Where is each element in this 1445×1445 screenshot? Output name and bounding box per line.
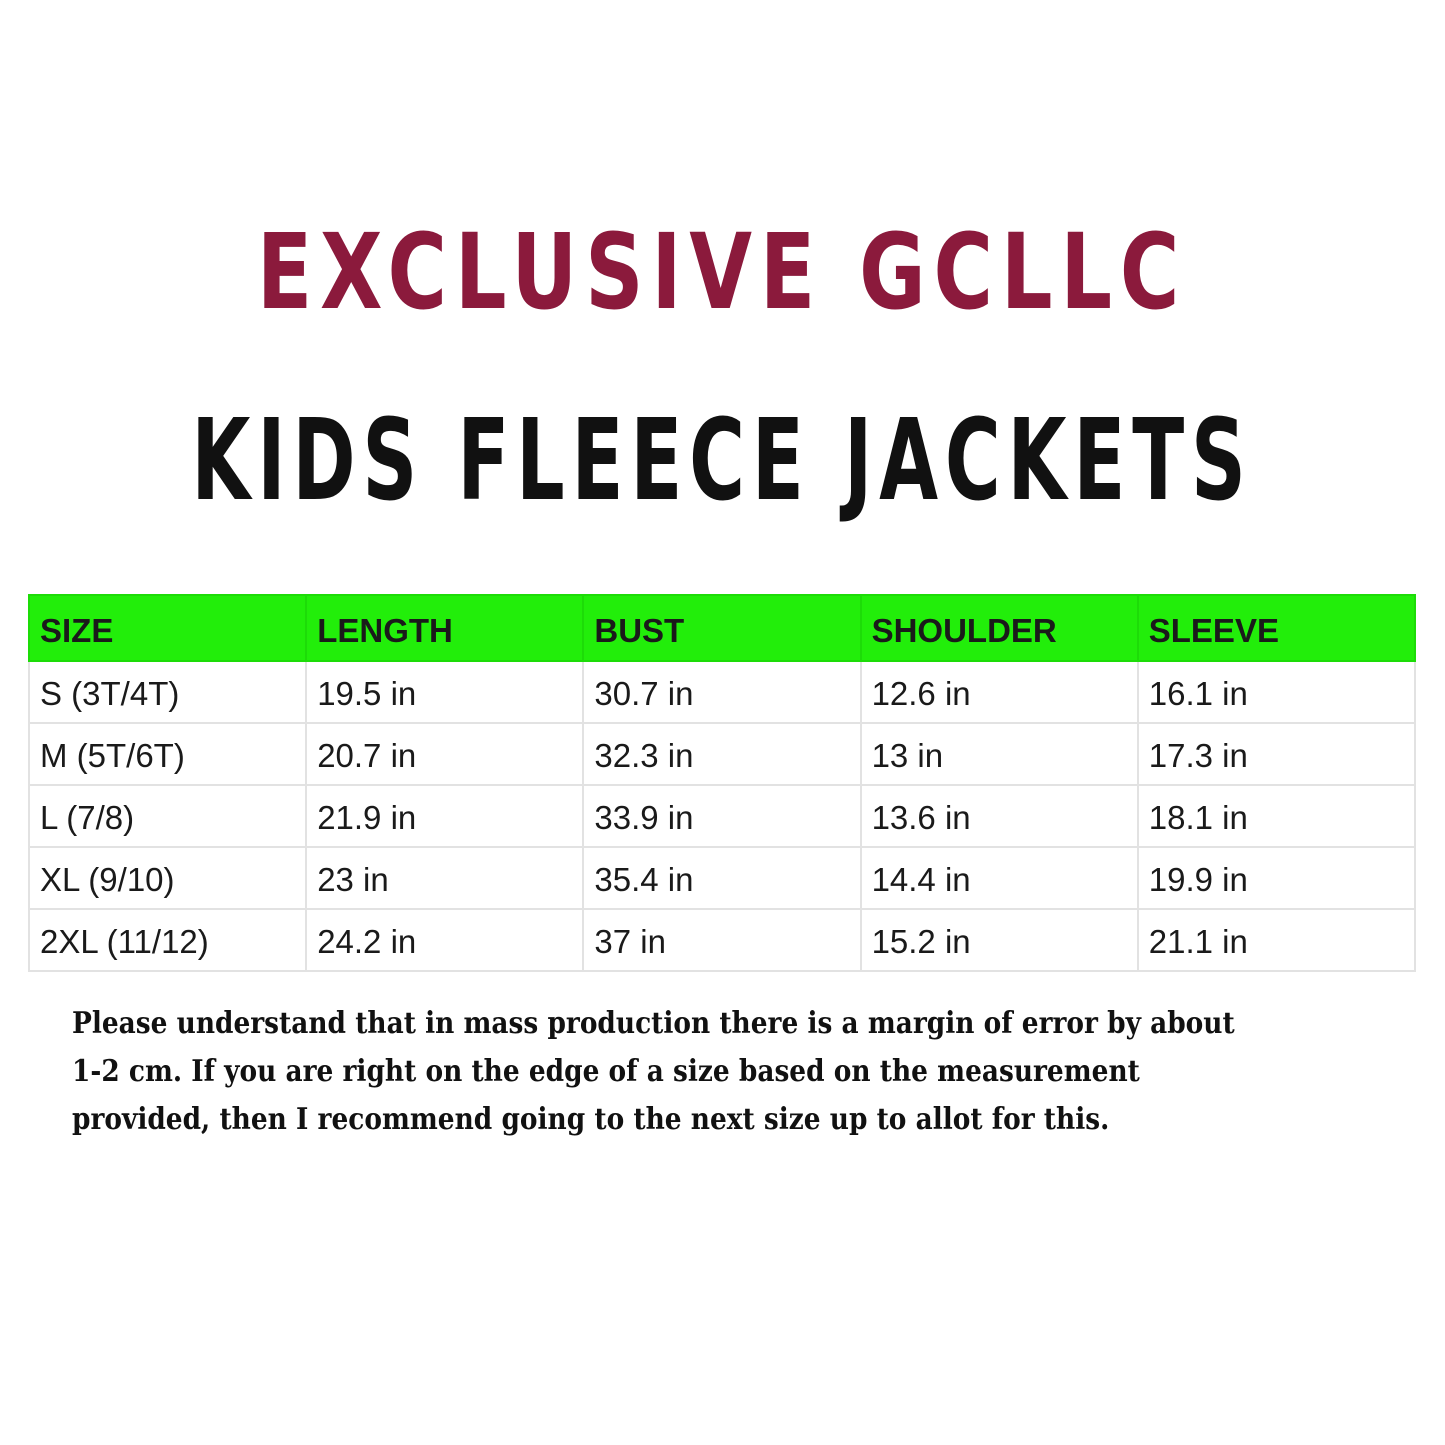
cell-shoulder: 13.6 in [859, 784, 1139, 848]
table-row: M (5T/6T) 20.7 in 32.3 in 13 in 17.3 in [27, 722, 1417, 786]
cell-shoulder: 13 in [859, 722, 1139, 786]
table-row: 2XL (11/12) 24.2 in 37 in 15.2 in 21.1 in [27, 908, 1417, 972]
cell-length: 20.7 in [305, 722, 585, 786]
cell-length: 23 in [305, 846, 585, 910]
note-line: 1-2 cm. If you are right on the edge of … [72, 1054, 1140, 1089]
table-row: L (7/8) 21.9 in 33.9 in 13.6 in 18.1 in [27, 784, 1417, 848]
cell-length: 19.5 in [305, 660, 585, 724]
cell-size: M (5T/6T) [27, 722, 308, 786]
column-header-length: LENGTH [305, 594, 585, 662]
cell-size: L (7/8) [27, 784, 308, 848]
column-header-shoulder: SHOULDER [859, 594, 1139, 662]
product-title: KIDS FLEECE JACKETS [191, 396, 1253, 526]
cell-size: 2XL (11/12) [27, 908, 308, 972]
cell-sleeve: 17.3 in [1136, 722, 1417, 786]
column-header-sleeve: SLEEVE [1136, 594, 1417, 662]
size-chart-table: SIZE LENGTH BUST SHOULDER SLEEVE S (3T/4… [27, 594, 1417, 972]
cell-length: 24.2 in [305, 908, 585, 972]
table-header-row: SIZE LENGTH BUST SHOULDER SLEEVE [27, 594, 1417, 662]
cell-shoulder: 14.4 in [859, 846, 1139, 910]
cell-bust: 33.9 in [582, 784, 862, 848]
cell-shoulder: 15.2 in [859, 908, 1139, 972]
cell-size: XL (9/10) [27, 846, 308, 910]
table-row: XL (9/10) 23 in 35.4 in 14.4 in 19.9 in [27, 846, 1417, 910]
cell-sleeve: 21.1 in [1136, 908, 1417, 972]
cell-length: 21.9 in [305, 784, 585, 848]
cell-sleeve: 18.1 in [1136, 784, 1417, 848]
table-row: S (3T/4T) 19.5 in 30.7 in 12.6 in 16.1 in [27, 660, 1417, 724]
cell-sleeve: 19.9 in [1136, 846, 1417, 910]
cell-shoulder: 12.6 in [859, 660, 1139, 724]
brand-title: EXCLUSIVE GCLLC [256, 211, 1188, 333]
column-header-size: SIZE [27, 594, 308, 662]
cell-sleeve: 16.1 in [1136, 660, 1417, 724]
cell-bust: 32.3 in [582, 722, 862, 786]
cell-bust: 35.4 in [582, 846, 862, 910]
cell-bust: 37 in [582, 908, 862, 972]
cell-bust: 30.7 in [582, 660, 862, 724]
note-line: Please understand that in mass productio… [72, 1006, 1235, 1041]
cell-size: S (3T/4T) [27, 660, 308, 724]
sizing-note: Please understand that in mass productio… [72, 1000, 1374, 1144]
note-line: provided, then I recommend going to the … [72, 1102, 1110, 1137]
column-header-bust: BUST [582, 594, 862, 662]
